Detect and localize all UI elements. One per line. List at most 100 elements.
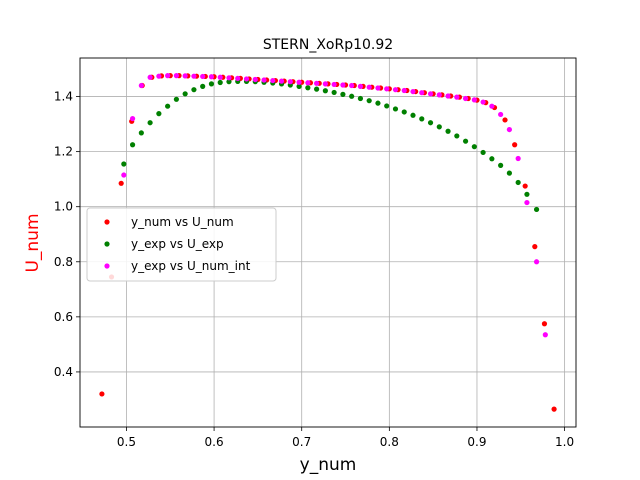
- legend: y_num vs U_num y_exp vs U_exp y_exp vs U_n…: [86, 207, 277, 282]
- data-point: [410, 88, 416, 95]
- data-point: [156, 73, 162, 79]
- data-point: [261, 77, 267, 83]
- data-point: [498, 111, 504, 118]
- data-point: [182, 73, 188, 79]
- data-point: [349, 93, 355, 99]
- x-tick-label: 1.0: [555, 435, 574, 449]
- data-point: [165, 73, 171, 79]
- data-point: [99, 391, 105, 397]
- data-point: [375, 100, 381, 106]
- data-point: [375, 85, 381, 91]
- data-point: [445, 93, 451, 99]
- x-tick-label: 0.6: [205, 435, 224, 449]
- data-point: [121, 172, 127, 178]
- data-point: [551, 406, 557, 412]
- data-point: [366, 98, 372, 104]
- data-point: [331, 81, 337, 88]
- legend-marker: [104, 263, 110, 269]
- data-point: [384, 103, 390, 109]
- data-point: [208, 81, 215, 87]
- data-point: [331, 89, 337, 96]
- data-point: [118, 180, 124, 186]
- data-point: [512, 142, 518, 148]
- data-point: [226, 79, 232, 85]
- data-point: [515, 155, 521, 162]
- y-tick-label: 1.2: [54, 145, 73, 159]
- x-tick-label: 0.7: [292, 435, 311, 449]
- data-point: [252, 76, 258, 83]
- data-point: [506, 126, 512, 133]
- data-point: [129, 142, 136, 148]
- data-point: [226, 75, 232, 81]
- data-point: [506, 170, 512, 176]
- x-tick-label: 0.5: [117, 435, 136, 449]
- data-point: [542, 332, 548, 338]
- data-point: [340, 82, 346, 88]
- data-point: [191, 73, 197, 79]
- data-point: [165, 103, 171, 109]
- data-point: [489, 156, 495, 162]
- data-point: [182, 91, 188, 97]
- data-point: [235, 75, 241, 81]
- data-points: [99, 73, 557, 412]
- data-point: [498, 162, 504, 168]
- data-point: [462, 138, 469, 144]
- legend-label: y_num vs U_num: [131, 215, 234, 229]
- data-point: [436, 92, 442, 98]
- data-point: [287, 79, 293, 85]
- data-point: [121, 161, 127, 167]
- data-point: [522, 183, 528, 189]
- data-point: [533, 259, 540, 265]
- data-point: [489, 103, 495, 109]
- series-2-points: [121, 78, 540, 213]
- legend-marker: [104, 241, 110, 247]
- data-point: [322, 81, 328, 87]
- data-point: [524, 191, 530, 197]
- data-point: [357, 83, 364, 89]
- data-point: [471, 144, 477, 150]
- data-point: [200, 73, 206, 80]
- data-point: [401, 87, 407, 94]
- data-point: [340, 91, 346, 97]
- x-tick-label: 0.8: [380, 435, 399, 449]
- data-point: [208, 74, 215, 80]
- data-point: [173, 96, 179, 102]
- plot-frame: [79, 57, 577, 428]
- data-point: [200, 83, 206, 89]
- y-tick-label: 1.0: [54, 200, 73, 214]
- series-3-points: [121, 73, 548, 338]
- data-point: [419, 116, 425, 122]
- data-point: [410, 112, 416, 118]
- data-point: [419, 90, 425, 96]
- data-point: [305, 85, 311, 91]
- data-point: [366, 84, 372, 90]
- data-point: [357, 95, 364, 102]
- data-point: [445, 128, 451, 134]
- data-point: [471, 97, 477, 103]
- data-point: [270, 77, 276, 84]
- data-point: [243, 76, 250, 82]
- data-point: [427, 91, 434, 97]
- data-point: [156, 111, 162, 117]
- data-point: [502, 117, 508, 123]
- legend-label: y_exp vs U_num_int: [131, 259, 251, 273]
- data-point: [296, 83, 302, 89]
- data-point: [217, 74, 223, 80]
- data-point: [392, 87, 399, 93]
- data-point: [462, 95, 469, 102]
- data-point: [314, 80, 320, 86]
- data-point: [305, 80, 311, 86]
- legend-box: [86, 207, 277, 282]
- y-tick-label: 0.8: [54, 255, 73, 269]
- data-point: [515, 179, 521, 186]
- data-point: [401, 109, 407, 115]
- data-point: [191, 87, 197, 93]
- data-point: [454, 133, 460, 139]
- data-point: [454, 94, 460, 100]
- data-point: [392, 106, 399, 112]
- data-point: [296, 79, 302, 85]
- axis-ticks: 0.5 0.6 0.7 0.8 0.9 1.0 0.4 0.6 0.8 1.0 1.2 1.4: [54, 90, 574, 449]
- y-axis-label: U_num: [23, 213, 43, 272]
- data-point: [524, 199, 530, 206]
